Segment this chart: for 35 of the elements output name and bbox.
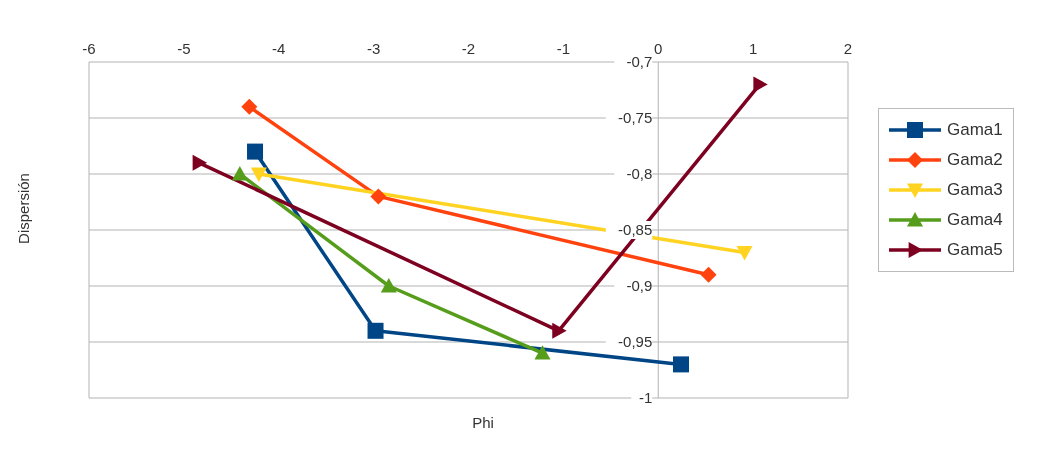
y-axis-title: Dispersión bbox=[14, 172, 32, 244]
x-tick-label: 0 bbox=[654, 40, 663, 57]
point bbox=[247, 143, 264, 160]
point bbox=[192, 154, 208, 171]
y-tick-label: -0,9 bbox=[626, 277, 653, 294]
y-tick-label: -1 bbox=[638, 389, 653, 406]
x-tick-label: -1 bbox=[556, 40, 571, 57]
x-tick-label: -4 bbox=[272, 40, 286, 57]
point bbox=[380, 278, 397, 293]
point bbox=[534, 345, 551, 360]
point bbox=[367, 322, 384, 339]
point bbox=[231, 166, 248, 181]
x-tick-label: -6 bbox=[82, 40, 96, 57]
legend-label: Gama5 bbox=[947, 239, 1003, 260]
point bbox=[241, 98, 258, 115]
y-tick-label: -0,8 bbox=[626, 165, 653, 182]
point bbox=[673, 356, 690, 373]
legend-label: Gama3 bbox=[947, 179, 1003, 200]
x-tick-label: 1 bbox=[748, 40, 758, 57]
x-tick-label: -2 bbox=[461, 40, 476, 57]
x-axis-title: Phi bbox=[471, 414, 495, 431]
legend-label: Gama1 bbox=[947, 119, 1003, 140]
x-tick-label: -3 bbox=[366, 40, 381, 57]
legend-label: Gama2 bbox=[947, 149, 1003, 170]
y-tick-label: -0,75 bbox=[618, 109, 653, 126]
x-tick-label: -5 bbox=[177, 40, 191, 57]
point bbox=[753, 76, 768, 93]
point bbox=[552, 322, 567, 339]
y-tick-label: -0,7 bbox=[626, 53, 653, 70]
y-tick-label: -0,85 bbox=[618, 221, 653, 238]
x-tick-label: 2 bbox=[843, 40, 853, 57]
point bbox=[700, 266, 717, 283]
legend-label: Gama4 bbox=[947, 209, 1003, 230]
y-tick-label: -0,95 bbox=[618, 333, 653, 350]
point bbox=[370, 188, 387, 205]
